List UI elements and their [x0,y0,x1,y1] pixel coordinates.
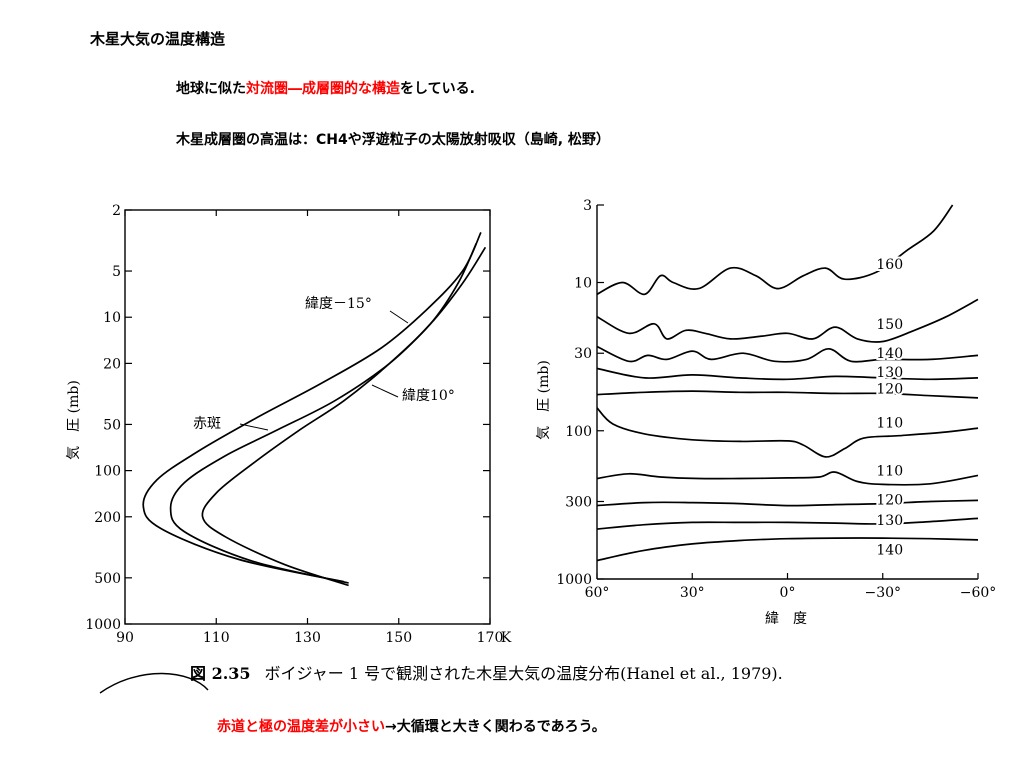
statement-suffix: をしている. [400,81,475,97]
left-series-label: 赤斑 [193,416,221,432]
left-y-tick-label: 100 [94,464,121,480]
right-x-axis-label: 緯 度 [765,611,807,627]
isotherm-label: 140 [876,542,903,558]
page-title: 木星大気の温度構造 [90,30,226,48]
isotherm-label: 130 [876,365,903,381]
isotherm-line [596,390,979,399]
isotherm-line [596,517,979,530]
left-profile-curve [142,232,482,583]
left-series-label: 緯度－15° [305,296,372,312]
right-y-tick-label: 3 [583,198,592,214]
isotherm-label: 140 [876,346,903,362]
right-x-tick-label: 30° [680,585,705,601]
left-y-tick-label: 200 [94,510,121,526]
statement-prefix: 地球に似た [176,81,246,97]
left-y-tick-label: 20 [103,356,121,372]
statement-highlight: 対流圏―成層圏的な構造 [246,81,400,97]
figure-caption: 図 2.35 ボイジャー 1 号で観測された木星大気の温度分布(Hanel et … [190,660,783,684]
left-x-tick-label: 150 [385,630,412,646]
caption-number: 図 2.35 [190,664,251,683]
isotherm-label: 120 [876,382,903,398]
right-y-axis-label: 気 圧 (mb) [536,360,552,440]
left-y-tick-label: 1000 [85,617,121,633]
left-profile-curve [201,243,478,587]
left-x-tick-label: 110 [203,630,230,646]
left-profile-curve [169,246,487,584]
isotherm-line [596,204,954,296]
left-leader-line [239,423,269,431]
caption-text: ボイジャー 1 号で観測された木星大気の温度分布(Hanel et al., 1… [264,664,783,683]
left-y-tick-label: 5 [112,264,121,280]
left-x-tick-label: 130 [294,630,321,646]
stratosphere-statement: 地球に似た対流圏―成層圏的な構造をしている. [176,78,475,98]
right-y-tick-label: 30 [574,346,592,362]
left-x-unit-label: K [501,630,512,646]
isotherm-label: 120 [876,492,903,508]
isotherm-line [596,407,979,458]
isotherm-label: 130 [876,513,903,529]
left-leader-line [389,310,409,324]
left-y-axis-label: 気 圧 (mb) [66,380,82,460]
left-x-tick-label: 170 [477,630,504,646]
left-series-label: 緯度10° [402,388,455,404]
left-y-tick-label: 500 [94,571,121,587]
decorative-arc [99,672,209,694]
right-y-tick-label: 300 [565,494,592,510]
conclusion-line: 赤道と極の温度差が小さい→大循環と大きく関わるであろう。 [217,716,606,736]
right-x-tick-label: −60° [960,585,997,601]
conclusion-text: →大循環と大きく関わるであろう。 [385,719,606,735]
isotherm-label: 150 [876,317,903,333]
right-x-tick-label: −30° [864,585,901,601]
isotherm-line [596,345,979,363]
right-x-tick-label: 0° [780,585,796,601]
heating-statement: 木星成層圏の高温は：CH4や浮遊粒子の太陽放射吸収（島崎, 松野） [176,132,610,148]
isotherm-label: 110 [876,463,903,479]
isotherm-label: 110 [876,416,903,432]
isotherm-line [596,499,979,507]
right-y-tick-label: 10 [574,276,592,292]
right-y-tick-label: 100 [565,424,592,440]
left-x-tick-label: 90 [116,630,134,646]
left-y-tick-label: 50 [103,417,121,433]
isotherm-line [596,367,979,381]
left-leader-line [371,384,399,398]
left-y-tick-label: 2 [112,203,121,219]
isotherm-line [596,298,979,343]
conclusion-highlight: 赤道と極の温度差が小さい [217,719,385,735]
right-x-tick-label: 60° [585,585,610,601]
isotherm-label: 160 [876,257,903,273]
left-y-tick-label: 10 [103,310,121,326]
isotherm-line [596,471,979,486]
right-y-tick-label: 1000 [556,572,592,588]
isotherm-line [596,537,979,562]
left-plot-frame [124,209,491,625]
